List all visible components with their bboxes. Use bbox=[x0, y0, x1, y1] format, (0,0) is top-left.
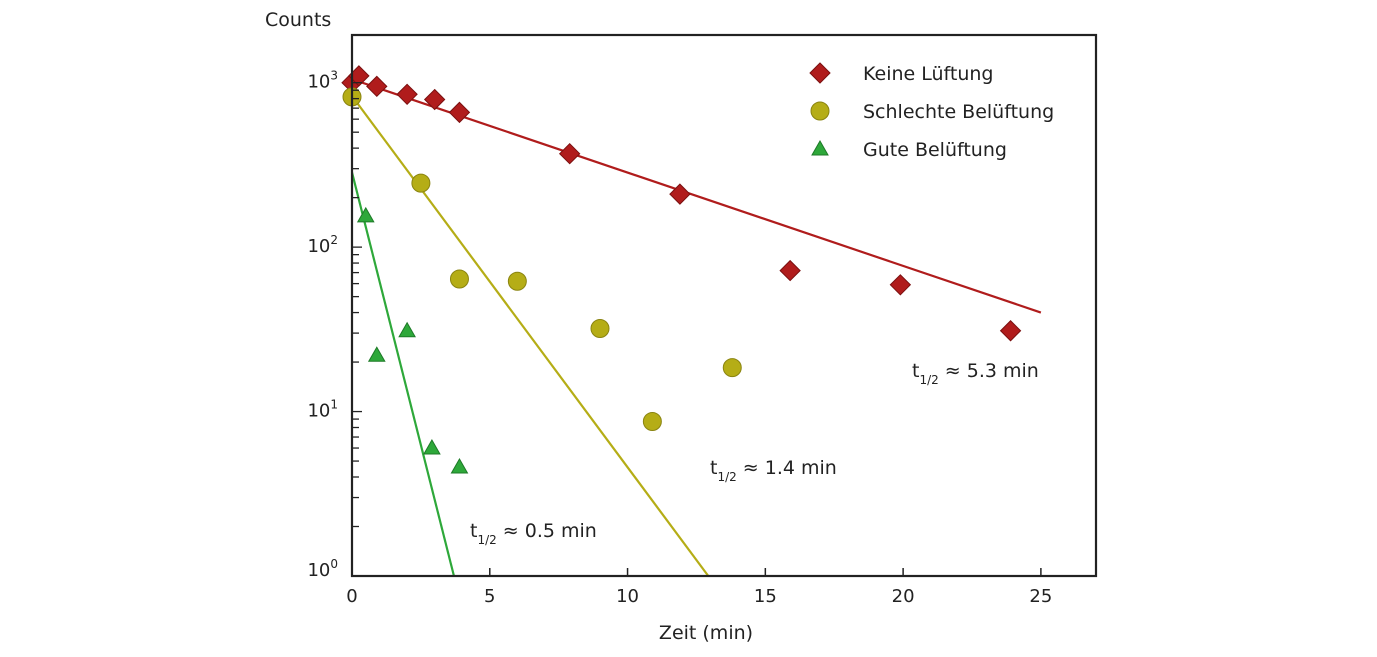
fit-line-triangle bbox=[350, 172, 456, 577]
half-life-annotation: t1/2 ≈ 5.3 min bbox=[912, 360, 1039, 387]
legend-marker-triangle bbox=[811, 139, 829, 156]
data-point-diamond bbox=[779, 259, 801, 282]
y-tick-label: 100 bbox=[307, 557, 338, 581]
data-point-circle bbox=[642, 412, 662, 432]
y-tick-label: 102 bbox=[307, 233, 338, 257]
x-tick-label: 10 bbox=[616, 586, 639, 607]
legend-label: Gute Belüftung bbox=[863, 139, 1007, 161]
data-point-circle bbox=[590, 318, 610, 338]
legend-marker-circle bbox=[810, 101, 830, 121]
x-tick-label: 20 bbox=[892, 586, 915, 607]
data-point-diamond bbox=[889, 274, 912, 296]
annotations: t1/2 ≈ 5.3 min t1/2 ≈ 1.4 min t1/2 ≈ 0.5 m… bbox=[470, 360, 1039, 547]
data-point-triangle bbox=[367, 346, 386, 362]
y-axis-label: Counts bbox=[265, 9, 331, 31]
axes: 0 5 10 15 20 25 100 101 102 103 bbox=[307, 69, 1052, 607]
plot-frame bbox=[350, 33, 1098, 578]
half-life-annotation: t1/2 ≈ 0.5 min bbox=[470, 520, 597, 547]
data-point-circle bbox=[722, 358, 742, 378]
x-tick-label: 15 bbox=[754, 586, 777, 607]
x-tick-label: 25 bbox=[1029, 586, 1052, 607]
data-point-diamond bbox=[448, 101, 471, 124]
data-point-triangle bbox=[450, 458, 469, 474]
data-point-circle bbox=[507, 271, 527, 291]
fit-line-diamond bbox=[351, 78, 1042, 314]
legend: Keine Lüftung Schlechte Belüftung Gute Bel… bbox=[809, 62, 1054, 161]
data-points bbox=[341, 65, 1022, 474]
y-tick-label: 103 bbox=[307, 69, 338, 93]
half-life-annotation: t1/2 ≈ 1.4 min bbox=[710, 457, 837, 484]
legend-label: Schlechte Belüftung bbox=[863, 101, 1054, 123]
legend-label: Keine Lüftung bbox=[863, 63, 994, 85]
data-point-circle bbox=[411, 173, 431, 193]
x-tick-label: 0 bbox=[346, 586, 357, 607]
data-point-diamond bbox=[999, 320, 1022, 342]
data-point-diamond bbox=[366, 75, 388, 98]
data-point-triangle bbox=[356, 206, 375, 223]
fit-lines bbox=[350, 78, 1042, 577]
data-point-diamond bbox=[669, 183, 691, 205]
data-point-triangle bbox=[398, 321, 416, 338]
data-point-diamond bbox=[396, 83, 418, 106]
x-axis-label: Zeit (min) bbox=[659, 622, 753, 644]
data-point-triangle bbox=[423, 439, 441, 455]
data-point-diamond bbox=[423, 88, 446, 111]
x-tick-label: 5 bbox=[484, 586, 495, 607]
data-point-diamond bbox=[558, 142, 581, 165]
y-tick-label: 101 bbox=[307, 398, 338, 422]
data-point-circle bbox=[449, 269, 469, 289]
legend-marker-diamond bbox=[809, 62, 831, 84]
fit-line-circle bbox=[351, 95, 710, 577]
